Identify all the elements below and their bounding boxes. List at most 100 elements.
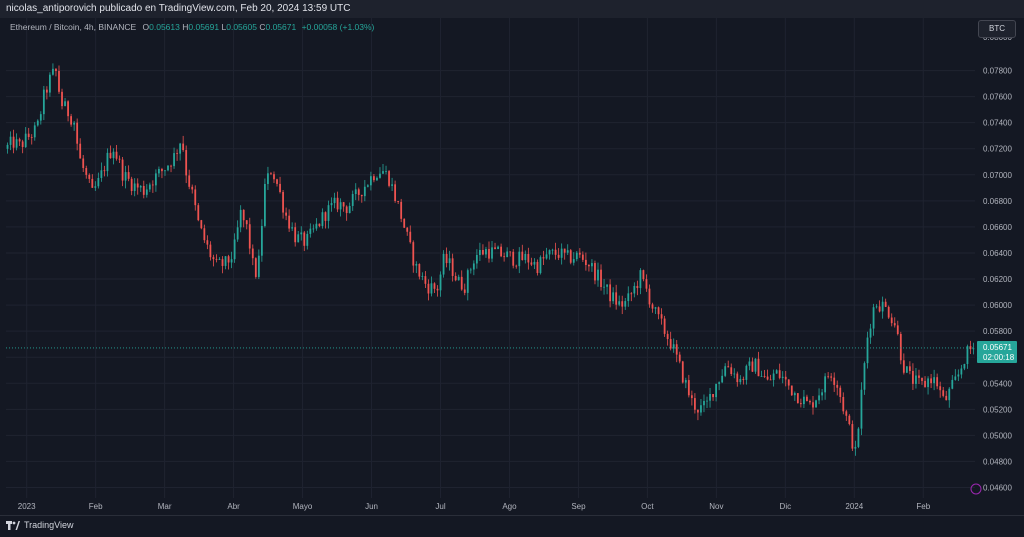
candle-body xyxy=(360,194,363,197)
candle-body xyxy=(927,378,929,388)
candle-body xyxy=(775,370,778,374)
x-tick-label: Ago xyxy=(502,502,517,511)
candle-body xyxy=(61,91,63,107)
candle-body xyxy=(793,393,796,396)
candle-body xyxy=(30,137,33,138)
chart-legend: Ethereum / Bitcoin, 4h, BINANCE O0.05613… xyxy=(10,22,374,32)
candle-body xyxy=(42,89,45,115)
candle-body xyxy=(391,184,393,186)
candle-body xyxy=(164,170,166,172)
candle-body xyxy=(136,183,139,188)
candle-body xyxy=(606,284,608,287)
candle-body xyxy=(475,254,478,264)
candle-body xyxy=(448,258,451,264)
candle-body xyxy=(312,228,315,230)
candle-body xyxy=(545,254,548,259)
candle-body xyxy=(681,361,684,383)
candle-body xyxy=(857,428,860,447)
chart-area[interactable] xyxy=(4,18,1020,515)
candle-body xyxy=(427,283,430,294)
x-tick-label: Dic xyxy=(780,502,792,511)
candle-body xyxy=(45,89,48,93)
change-value: +0.00058 (+1.03%) xyxy=(301,22,375,32)
candle-body xyxy=(530,262,533,265)
x-tick-label: Jul xyxy=(435,502,445,511)
low-value: 0.05605 xyxy=(226,22,257,32)
candle-body xyxy=(727,366,730,368)
candle-body xyxy=(388,171,390,186)
candle-body xyxy=(142,185,145,195)
candle-body xyxy=(554,249,557,255)
candle-body xyxy=(660,314,663,319)
candle-body xyxy=(845,411,848,416)
candle-body xyxy=(669,339,672,349)
candle-body xyxy=(21,141,24,148)
candle-body xyxy=(760,376,763,377)
candle-body xyxy=(678,354,681,362)
tradingview-logo[interactable]: TradingView xyxy=(6,520,74,530)
candle-body xyxy=(133,183,136,192)
candle-body xyxy=(409,231,412,243)
candle-body xyxy=(324,212,327,221)
y-tick-label: 0.05000 xyxy=(983,431,1012,440)
candle-body xyxy=(327,205,330,221)
candle-body xyxy=(418,264,421,277)
candle-body xyxy=(145,189,148,195)
candle-body xyxy=(345,206,348,214)
candle-body xyxy=(684,380,687,383)
candle-body xyxy=(400,201,403,219)
candle-body xyxy=(790,385,793,396)
y-tick-label: 0.06600 xyxy=(983,223,1012,232)
x-tick-label: Mar xyxy=(158,502,172,511)
candle-body xyxy=(724,366,727,376)
candle-body xyxy=(657,307,660,315)
y-tick-label: 0.04800 xyxy=(983,457,1012,466)
candle-body xyxy=(336,197,339,210)
candle-body xyxy=(642,270,645,280)
candle-body xyxy=(297,234,300,243)
candle-body xyxy=(106,152,109,172)
candle-body xyxy=(221,259,224,266)
candle-body xyxy=(833,377,836,385)
candle-body xyxy=(821,392,823,396)
candle-body xyxy=(6,144,9,149)
candle-body xyxy=(27,133,30,138)
candle-body xyxy=(224,256,227,266)
candle-body xyxy=(82,158,85,169)
candle-body xyxy=(878,306,881,312)
candle-body xyxy=(624,301,627,307)
candle-body xyxy=(339,202,342,210)
candle-body xyxy=(182,143,185,151)
candle-body xyxy=(715,383,717,398)
candle-body xyxy=(500,246,502,257)
currency-button[interactable]: BTC xyxy=(978,20,1016,38)
candle-body xyxy=(315,223,318,229)
candle-body xyxy=(33,125,36,138)
events-marker-icon[interactable] xyxy=(970,483,982,495)
candle-body xyxy=(924,380,926,388)
candle-body xyxy=(245,220,248,225)
candle-body xyxy=(203,228,206,241)
candle-body xyxy=(79,143,82,159)
y-tick-label: 0.07400 xyxy=(983,119,1012,128)
candle-body xyxy=(85,168,88,175)
open-label: O xyxy=(142,22,150,32)
candle-body xyxy=(112,151,115,159)
x-tick-label: Abr xyxy=(227,502,240,511)
candle-body xyxy=(809,401,811,403)
candle-body xyxy=(124,172,127,181)
candle-body xyxy=(94,186,97,188)
candle-body xyxy=(654,307,657,309)
candle-body xyxy=(466,270,469,293)
candle-body xyxy=(285,212,288,216)
candle-body xyxy=(103,170,106,172)
candle-body xyxy=(173,153,175,167)
candle-body xyxy=(109,152,112,159)
candle-body xyxy=(645,279,648,289)
candle-body xyxy=(167,165,169,171)
candle-body xyxy=(581,254,584,260)
candle-body xyxy=(875,306,878,308)
candle-body xyxy=(905,366,908,373)
candle-body xyxy=(366,185,369,187)
